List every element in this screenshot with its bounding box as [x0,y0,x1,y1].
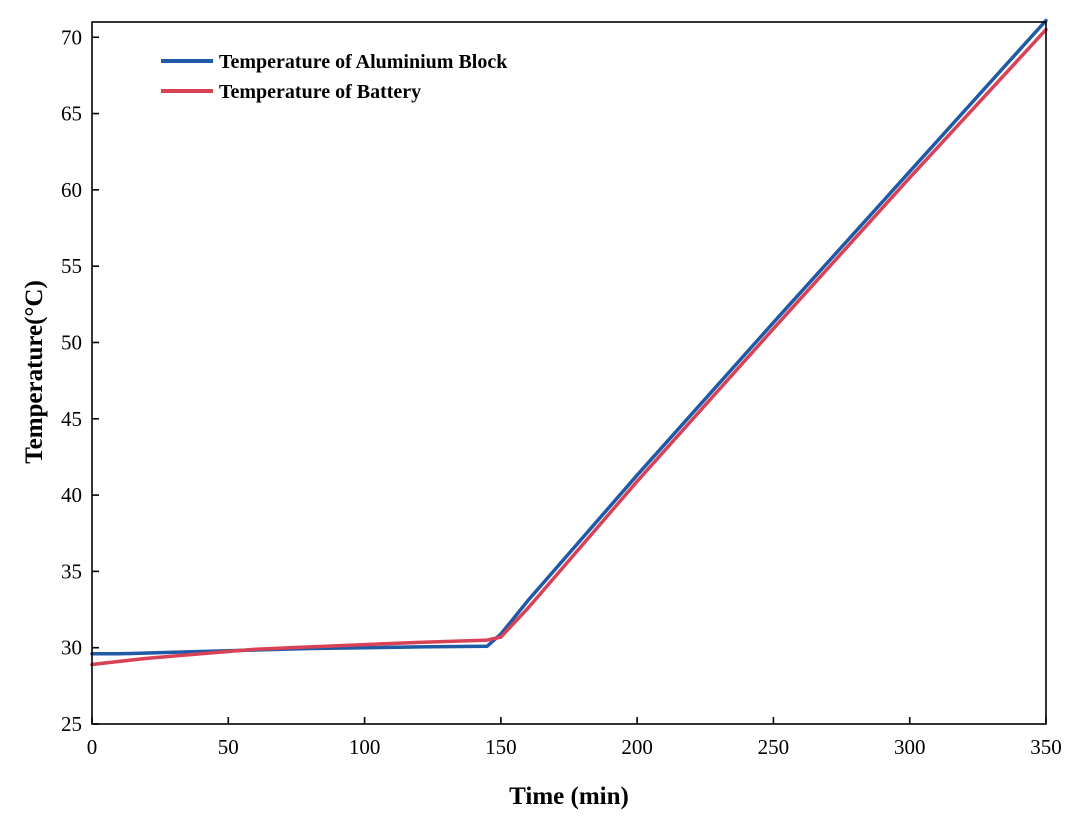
x-tick-label: 50 [218,735,239,759]
y-tick-label: 45 [61,407,82,431]
legend: Temperature of Aluminium Block Temperatur… [161,51,508,103]
legend-label-2: Temperature of Battery [219,81,421,103]
series-line-1 [90,18,1048,656]
y-tick-label: 50 [61,330,82,354]
x-tick-label: 300 [894,735,926,759]
x-tick-label: 100 [349,735,381,759]
series-line-2 [90,27,1048,667]
x-tick-label: 0 [87,735,98,759]
x-tick-label: 350 [1030,735,1062,759]
y-tick-label: 30 [61,636,82,660]
y-tick-label: 40 [61,483,82,507]
y-tick-label: 55 [61,254,82,278]
y-tick-label: 70 [61,25,82,49]
x-axis-title: Time (min) [509,783,629,810]
y-tick-label: 65 [61,102,82,126]
y-tick-label: 60 [61,178,82,202]
y-tick-label: 25 [61,712,82,736]
y-axis-title: Temperature(°C) [21,280,48,464]
plot-frame [91,21,1047,725]
y-tick-label: 35 [61,559,82,583]
x-tick-label: 150 [485,735,517,759]
x-tick-label: 250 [758,735,790,759]
x-tick-label: 200 [621,735,653,759]
legend-label-1: Temperature of Aluminium Block [219,51,508,73]
